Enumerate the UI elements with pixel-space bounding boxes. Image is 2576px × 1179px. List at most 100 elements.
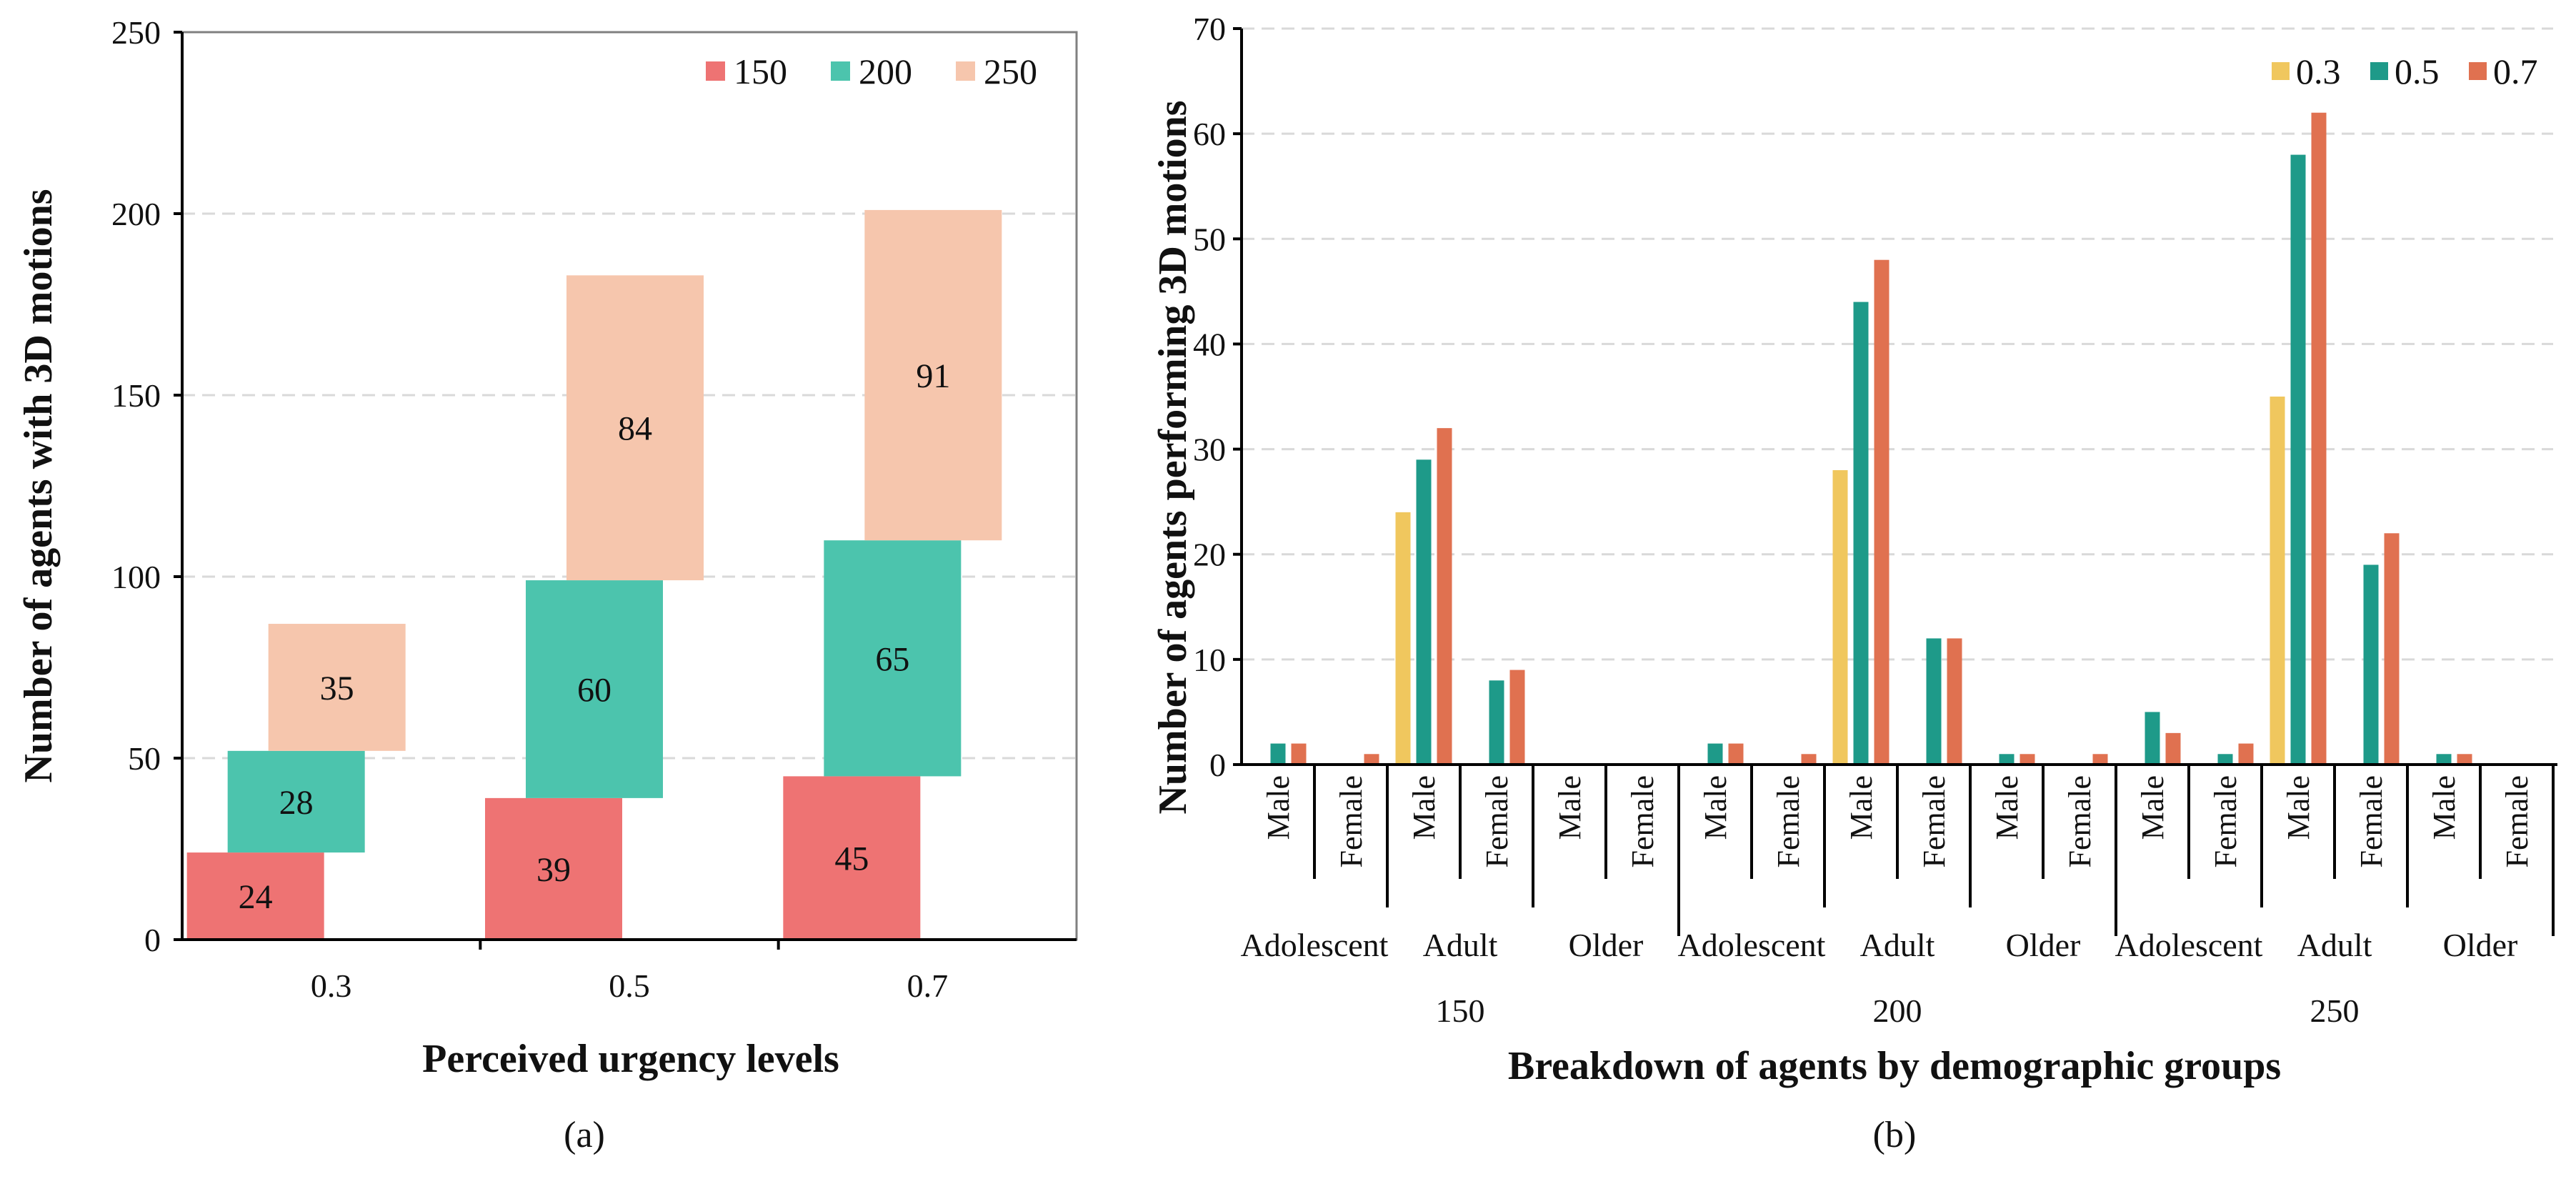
chart-a-x-tick-label: 0.3 (311, 967, 352, 1004)
chart-a-bar (268, 624, 406, 751)
chart-b-legend: 0.3 0.5 0.7 (2272, 51, 2538, 91)
chart-b-gender-label: Female (2354, 775, 2389, 868)
chart-a-data-label: 60 (577, 671, 611, 709)
chart-a-data-label: 65 (875, 640, 909, 678)
chart-a-bar (824, 540, 962, 777)
chart-a-bar (186, 852, 324, 940)
chart-b-gender-label: Male (2427, 775, 2462, 840)
chart-a-data-label: 39 (536, 851, 571, 889)
chart-b-gender-label: Male (1844, 775, 1879, 840)
chart-b-bar (2092, 754, 2108, 765)
chart-a-x-title: Perceived urgency levels (422, 1037, 839, 1081)
chart-a: 24 28 35 39 60 84 45 65 91 0 50 100 150 200 250 0.3 0.… (16, 14, 1078, 1155)
chart-b-gender-label: Male (2281, 775, 2316, 840)
chart-a-data-label: 35 (320, 670, 354, 707)
chart-b-bar (1416, 459, 1432, 765)
chart-a-bar (864, 209, 1002, 541)
chart-b-caption: (b) (1873, 1115, 1917, 1155)
chart-a-bar (566, 275, 704, 581)
chart-b-y-tick-label: 30 (1193, 432, 1226, 468)
chart-b-y-tick-label: 10 (1193, 642, 1226, 678)
chart-b-bar (1364, 754, 1379, 765)
chart-b-y-title: Number of agents performing 3D motions (1151, 100, 1195, 814)
chart-b-bar (2238, 743, 2254, 765)
chart-b-population-label: 250 (2310, 993, 2360, 1029)
chart-b-age-label: Adult (1860, 927, 1935, 963)
chart-b-bar (2457, 754, 2472, 765)
legend-swatch-0.5 (2370, 62, 2388, 80)
chart-b-bar (2311, 112, 2327, 765)
chart-b-gender-label: Male (1698, 775, 1733, 840)
chart-b-gender-label: Female (1917, 775, 1952, 868)
chart-b-gender-label: Male (1552, 775, 1587, 840)
chart-b-bar (2270, 397, 2285, 765)
chart-a-bar (485, 797, 622, 940)
chart-b-age-label: Adolescent (2115, 927, 2263, 963)
chart-b-y-tick-label: 70 (1193, 11, 1226, 47)
chart-b-y-tick-label: 60 (1193, 116, 1226, 152)
legend-swatch-200 (831, 61, 850, 81)
chart-a-y-tick-label: 150 (111, 377, 161, 414)
chart-b-population-label: 150 (1436, 993, 1485, 1029)
chart-b-bar (1437, 428, 1452, 765)
legend-label-150: 150 (734, 51, 787, 91)
chart-a-y-tick-label: 100 (111, 559, 161, 595)
chart-b-bar (1999, 754, 2015, 765)
chart-b-x-title: Breakdown of agents by demographic group… (1508, 1044, 2281, 1088)
chart-b-gender-label: Female (1625, 775, 1660, 868)
chart-b-gender-label: Male (1261, 775, 1296, 840)
chart-a-data-label: 24 (239, 878, 273, 916)
chart-a-y-tick-label: 0 (144, 922, 161, 958)
legend-swatch-250 (956, 61, 975, 81)
chart-b-bar (2363, 564, 2379, 765)
chart-b-age-label: Adult (1423, 927, 1498, 963)
chart-b-bar (2290, 154, 2306, 765)
chart-b-age-label: Adolescent (1678, 927, 1826, 963)
chart-b-gender-label: Male (1407, 775, 1442, 840)
chart-b-age-label: Adolescent (1241, 927, 1389, 963)
chart-a-y-tick-label: 200 (111, 196, 161, 232)
chart-b-bar (1926, 638, 1942, 765)
chart-b-gender-label: Female (2500, 775, 2535, 868)
legend-swatch-0.3 (2272, 62, 2290, 80)
chart-b-bar (1853, 302, 1869, 765)
chart-b-y-tick-label: 40 (1193, 326, 1226, 362)
chart-a-y-tick-label: 50 (128, 740, 161, 777)
chart-a-bar (227, 750, 365, 853)
chart-a-x-tick-label: 0.5 (609, 967, 650, 1004)
chart-a-caption: (a) (564, 1115, 605, 1155)
chart-b-population-label: 200 (1873, 993, 1922, 1029)
chart-b-bar (1947, 638, 1962, 765)
chart-a-y-tick-label: 250 (111, 14, 161, 51)
chart-a-data-label: 84 (618, 410, 652, 448)
chart-a-y-title: Number of agents with 3D motions (16, 189, 61, 782)
chart-b-bar (1509, 670, 1525, 765)
legend-label-0.3: 0.3 (2296, 51, 2341, 91)
chart-b-bar (1832, 470, 1848, 765)
chart-b-bar (1270, 743, 1286, 765)
chart-b-gender-label: Female (1479, 775, 1514, 868)
chart-a-bar (526, 580, 663, 798)
chart-b-y-tick-label: 50 (1193, 221, 1226, 257)
chart-b-y-tick-label: 0 (1209, 747, 1226, 783)
chart-b-gender-label: Female (1771, 775, 1806, 868)
chart-b-bar (2436, 754, 2452, 765)
chart-b-bar (1489, 680, 1504, 765)
chart-b-bar (2145, 712, 2160, 765)
legend-label-250: 250 (984, 51, 1037, 91)
legend-label-200: 200 (859, 51, 912, 91)
chart-b-bar (1728, 743, 1744, 765)
chart-b: 0 10 20 30 40 50 60 70 Male Female Male Female Male… (1151, 11, 2557, 1155)
legend-label-0.7: 0.7 (2493, 51, 2538, 91)
chart-b-bar (2020, 754, 2035, 765)
chart-b-gender-label: Female (2208, 775, 2243, 868)
chart-b-y-tick-label: 20 (1193, 537, 1226, 573)
chart-b-bar (1395, 512, 1411, 765)
chart-b-gender-label: Male (1990, 775, 2025, 840)
chart-a-data-label: 28 (279, 784, 314, 822)
chart-a-data-label: 91 (916, 357, 950, 395)
chart-b-age-label: Older (2006, 927, 2081, 963)
chart-a-bar (783, 776, 921, 940)
chart-b-gender-label: Male (2135, 775, 2170, 840)
chart-a-data-label: 45 (834, 840, 869, 878)
